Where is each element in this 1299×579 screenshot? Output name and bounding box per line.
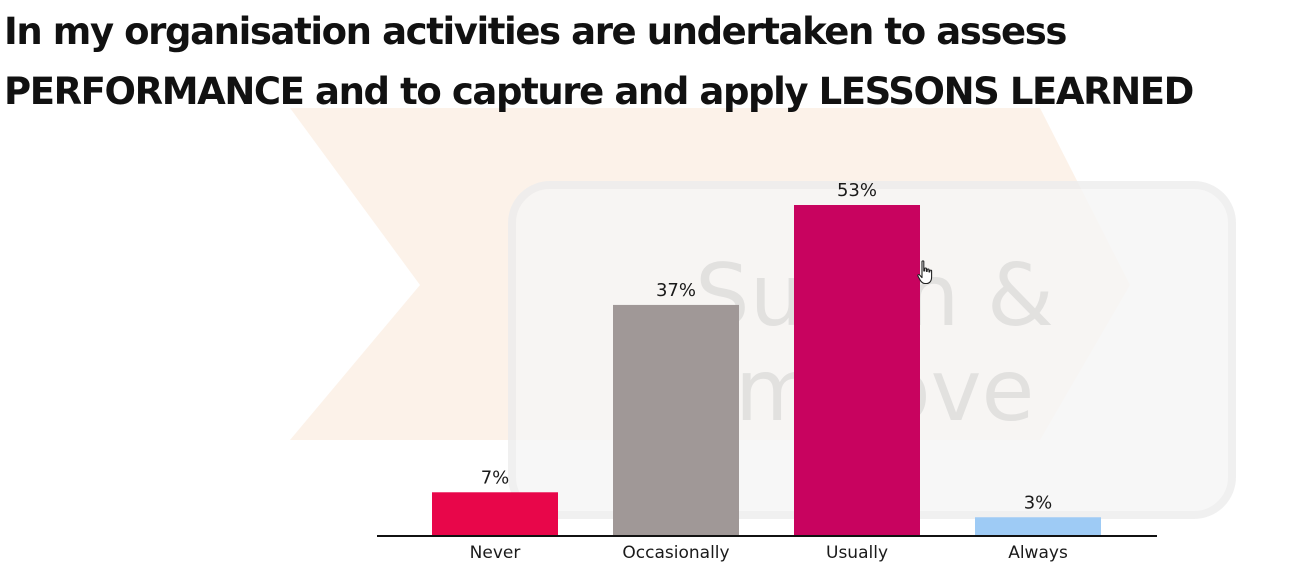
data-label-always: 3% [1024, 492, 1053, 513]
page-title-line2: PERFORMANCE and to capture and apply LES… [4, 70, 1194, 113]
category-label-never: Never [470, 543, 521, 563]
hand-pointer-icon [917, 260, 933, 285]
page-title-line1: In my organisation activities are undert… [4, 10, 1067, 53]
page-title: In my organisation activities are undert… [4, 2, 1294, 122]
watermark-text-line1b: n & [905, 246, 1054, 346]
data-label-usually: 53% [837, 180, 877, 201]
category-label-occasionally: Occasionally [622, 543, 729, 563]
category-label-always: Always [1008, 543, 1068, 563]
data-label-occasionally: 37% [656, 280, 696, 301]
bar-occasionally [613, 304, 739, 536]
bar-always [975, 517, 1101, 536]
category-label-usually: Usually [826, 543, 888, 563]
bar-never [432, 492, 558, 536]
bar-usually [794, 205, 920, 536]
data-label-never: 7% [481, 467, 510, 488]
